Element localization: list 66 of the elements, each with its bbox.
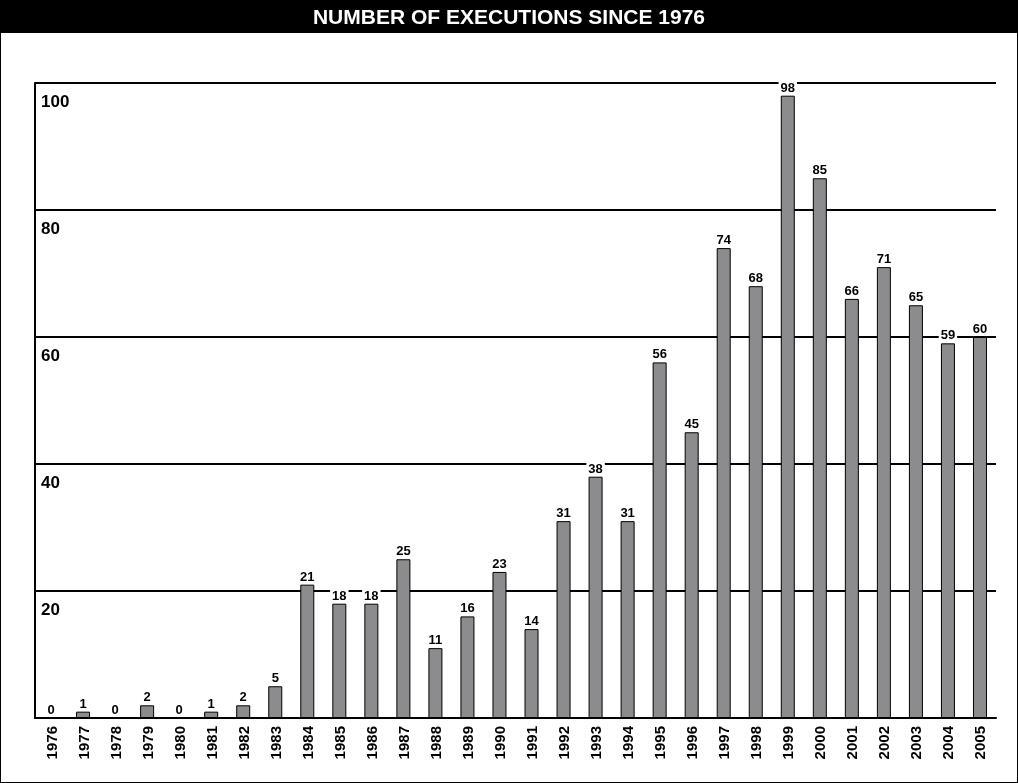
- data-label: 85: [812, 162, 828, 178]
- x-tick-label: 1976: [42, 726, 60, 760]
- x-tick-label: 1983: [266, 726, 284, 760]
- chart-title: NUMBER OF EXECUTIONS SINCE 1976: [1, 1, 1017, 33]
- data-label: 14: [524, 613, 540, 629]
- x-tick-label: 1984: [298, 725, 316, 760]
- data-label: 71: [876, 251, 892, 267]
- x-tick-label: 1980: [170, 726, 188, 760]
- x-tick-label: 1998: [747, 726, 765, 760]
- x-tick-label: 2001: [843, 726, 861, 760]
- data-label: 98: [780, 79, 796, 95]
- data-label: 31: [556, 505, 571, 521]
- y-tick-label: 60: [41, 346, 60, 365]
- data-label: 21: [300, 568, 315, 584]
- x-tick-label: 1995: [651, 726, 669, 760]
- data-label: 65: [908, 289, 924, 305]
- y-tick-label: 40: [41, 473, 60, 492]
- x-tick-label: 2002: [875, 726, 893, 760]
- data-label: 2: [143, 689, 151, 705]
- data-label: 23: [492, 555, 507, 571]
- x-tick-label: 1991: [523, 726, 541, 760]
- data-label: 11: [428, 632, 443, 648]
- data-label: 1: [207, 695, 215, 711]
- x-tick-label: 1986: [362, 726, 380, 760]
- x-tick-label: 1981: [202, 726, 220, 760]
- data-label: 68: [748, 270, 763, 286]
- x-tick-label: 1978: [106, 726, 124, 760]
- x-tick-label: 1977: [74, 726, 92, 760]
- data-label: 16: [460, 600, 475, 616]
- x-tick-label: 1996: [683, 726, 701, 760]
- y-tick-label: 20: [41, 600, 60, 619]
- data-label: 59: [940, 327, 956, 343]
- x-tick-label: 2003: [907, 726, 925, 760]
- data-label: 1: [79, 695, 87, 711]
- data-label: 0: [111, 702, 119, 717]
- data-label: 60: [972, 321, 988, 336]
- x-tick-label: 2005: [971, 726, 989, 760]
- data-label: 18: [332, 587, 347, 603]
- x-tick-label: 1994: [619, 725, 637, 760]
- x-tick-label: 1979: [138, 726, 156, 760]
- x-tick-label: 1999: [779, 726, 797, 760]
- data-label: 18: [364, 587, 379, 603]
- data-label: 31: [620, 505, 635, 521]
- data-label: 45: [684, 416, 699, 432]
- x-tick-label: 1989: [458, 726, 476, 760]
- data-label: 0: [47, 702, 55, 717]
- y-tick-label: 100: [41, 92, 70, 111]
- data-label: 38: [588, 460, 603, 476]
- x-tick-label: 1988: [426, 726, 444, 760]
- x-tick-label: 1993: [587, 726, 605, 760]
- x-tick-label: 1990: [490, 726, 508, 760]
- x-tick-label: 1982: [234, 726, 252, 760]
- data-label: 56: [652, 346, 667, 362]
- y-tick-label: 80: [41, 219, 60, 238]
- x-tick-label: 1997: [715, 726, 733, 760]
- x-tick-label: 2004: [939, 725, 957, 760]
- data-label: 66: [844, 282, 860, 298]
- x-tick-label: 1985: [330, 726, 348, 760]
- data-label: 2: [239, 689, 247, 705]
- x-tick-label: 2000: [811, 726, 829, 760]
- x-tick-label: 1992: [555, 726, 573, 760]
- data-label: 0: [175, 702, 183, 717]
- data-label: 5: [271, 670, 279, 686]
- data-label: 74: [716, 232, 732, 248]
- x-tick-label: 1987: [394, 726, 412, 760]
- data-label: 25: [396, 543, 411, 559]
